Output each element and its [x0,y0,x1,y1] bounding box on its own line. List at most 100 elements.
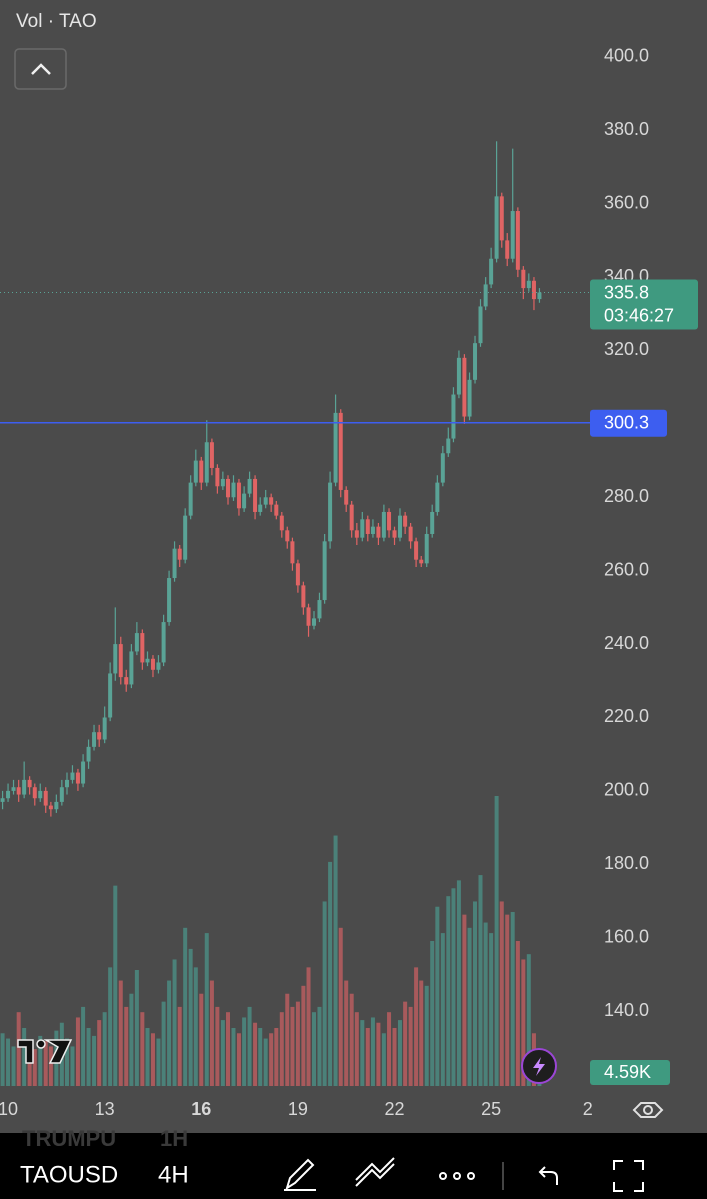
y-tick-label: 280.0 [604,486,649,506]
toolbar-icons [284,1157,644,1192]
volume-bar [392,1028,397,1086]
volume-layer [0,796,542,1086]
candle-body [145,658,150,663]
collapse-button[interactable] [14,48,67,90]
candle-body [430,511,435,534]
volume-bar [446,896,451,1086]
volume-bar [172,959,177,1086]
candle-body [86,746,91,762]
candle-body [242,493,247,509]
x-tick-label: 22 [384,1099,404,1119]
volume-bar [473,901,478,1086]
collapse-button-frame[interactable] [14,48,67,90]
volume-bar [134,970,139,1086]
volume-bar [263,1038,268,1086]
volume-bar [113,885,118,1086]
interval-button[interactable]: 4H [158,1161,189,1188]
volume-bar [430,941,435,1086]
indicator-button[interactable] [355,1157,395,1187]
fullscreen-button[interactable] [613,1160,644,1192]
volume-bar [360,1020,365,1086]
volume-bar [408,1006,413,1086]
volume-bar [354,1012,359,1086]
volume-bar [167,980,172,1086]
candle-body [301,585,306,608]
candle-body [32,787,37,799]
draw-tool-button[interactable] [284,1158,316,1191]
volume-bar [333,835,338,1086]
volume-bar [526,954,531,1086]
volume-bar [322,901,327,1086]
candle-body [526,280,531,289]
volume-bar [440,933,445,1086]
volume-bar [253,1022,258,1086]
volume-bar [344,980,349,1086]
candle-body [354,530,359,538]
more-button[interactable] [439,1172,475,1180]
y-tick-label: 240.0 [604,633,649,653]
symbol-button[interactable]: TAOUSD [20,1161,118,1188]
candle-body [489,258,494,285]
background-symbol: TRUMPU [22,1126,116,1151]
candle-body [414,541,419,560]
candle-body [494,196,499,259]
volume-bar [462,914,467,1086]
candle-body [113,644,118,674]
candle-body [75,772,80,784]
volume-label: 4.59K [604,1062,651,1082]
candle-body [81,761,86,784]
candle-body [92,732,97,747]
candle-body [376,526,381,538]
candle-body [188,482,193,516]
candle-body [231,482,236,498]
volume-bar [499,901,504,1086]
y-tick-label: 380.0 [604,119,649,139]
volume-bar [478,875,483,1086]
candle-body [344,489,349,505]
last-price-label: 335.8 [604,282,649,302]
volume-bar [301,985,306,1086]
candle-body [408,526,413,542]
candle-body [172,548,177,579]
volume-bar [81,1006,86,1086]
volume-bar [328,861,333,1086]
candle-body [204,442,209,483]
volume-bar [48,1046,53,1086]
volume-bar [419,980,424,1086]
candle-body [446,438,451,454]
candle-body [279,515,284,531]
volume-bar [510,912,515,1086]
volume-bar [242,1017,247,1086]
y-tick-label: 400.0 [604,46,649,66]
candle-body [515,211,520,270]
volume-bar [22,1028,27,1086]
y-tick-label: 260.0 [604,559,649,579]
volume-bar [285,993,290,1086]
candle-body [269,497,274,505]
candle-body [419,559,424,564]
settings-button[interactable] [632,1102,664,1118]
candle-body [274,504,279,516]
horizontal-line-label: 300.3 [604,413,649,433]
candle-body [22,779,27,795]
volume-bar [521,959,526,1086]
candle-body [258,504,263,512]
lightning-button[interactable] [521,1048,557,1084]
tv-logo[interactable] [17,1039,73,1064]
horizontal-line-label-box [590,409,667,437]
candle-body [424,533,429,564]
x-tick-label: 13 [95,1099,115,1119]
candle-body [253,478,258,512]
candle-body [349,504,354,531]
undo-button[interactable] [538,1166,558,1185]
volume-bar [102,1012,107,1086]
volume-bar [209,980,214,1086]
volume-bar [467,927,472,1086]
volume-bar [188,948,193,1086]
candle-body [317,600,322,619]
candle-body [167,578,172,623]
candle-body [263,497,268,505]
volume-bar [183,927,188,1086]
volume-bar [38,1035,43,1086]
y-tick-label: 220.0 [604,706,649,726]
